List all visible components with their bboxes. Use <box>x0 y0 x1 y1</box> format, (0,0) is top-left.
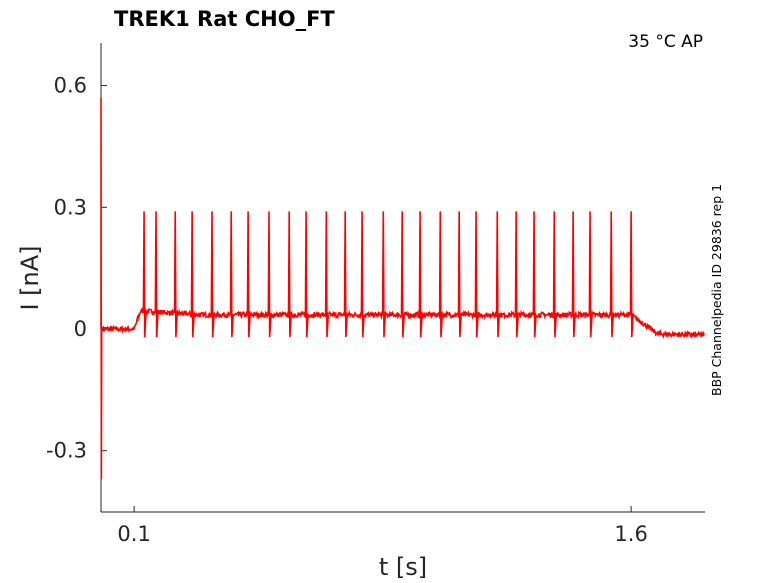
x-tick-label: 1.6 <box>614 522 647 546</box>
spike <box>154 211 159 338</box>
spike <box>438 211 444 338</box>
chart-title: TREK1 Rat CHO_FT <box>114 7 335 31</box>
y-axis-label: I [nA] <box>16 245 44 310</box>
spike <box>343 211 348 338</box>
annotation: 35 °C AP <box>628 32 703 52</box>
spike <box>588 211 593 338</box>
spike <box>400 211 405 338</box>
spike <box>609 211 615 338</box>
spike <box>190 211 195 338</box>
spike <box>381 211 387 338</box>
y-tick-label: 0 <box>74 317 87 341</box>
spike <box>532 211 537 338</box>
y-tick-label: -0.3 <box>46 439 87 463</box>
spike <box>210 211 215 338</box>
spike <box>267 211 272 338</box>
spike <box>304 211 309 338</box>
spike <box>474 211 479 338</box>
spike <box>246 211 251 338</box>
spike <box>229 211 234 338</box>
spike <box>360 211 365 338</box>
spike <box>629 211 634 338</box>
spike <box>418 211 423 338</box>
x-tick-label: 0.1 <box>117 522 150 546</box>
spike <box>287 211 292 338</box>
spike <box>173 211 179 338</box>
spike <box>552 211 558 338</box>
spike <box>142 211 147 338</box>
spike <box>495 211 501 338</box>
spike <box>571 211 576 338</box>
side-label: BBP Channelpedia ID 29836 rep 1 <box>709 184 724 396</box>
spike <box>457 211 462 338</box>
y-tick-label: 0.6 <box>54 74 87 98</box>
x-axis-label: t [s] <box>379 553 427 581</box>
spike <box>514 211 519 338</box>
y-tick-label: 0.3 <box>54 195 87 219</box>
spike <box>324 211 330 338</box>
